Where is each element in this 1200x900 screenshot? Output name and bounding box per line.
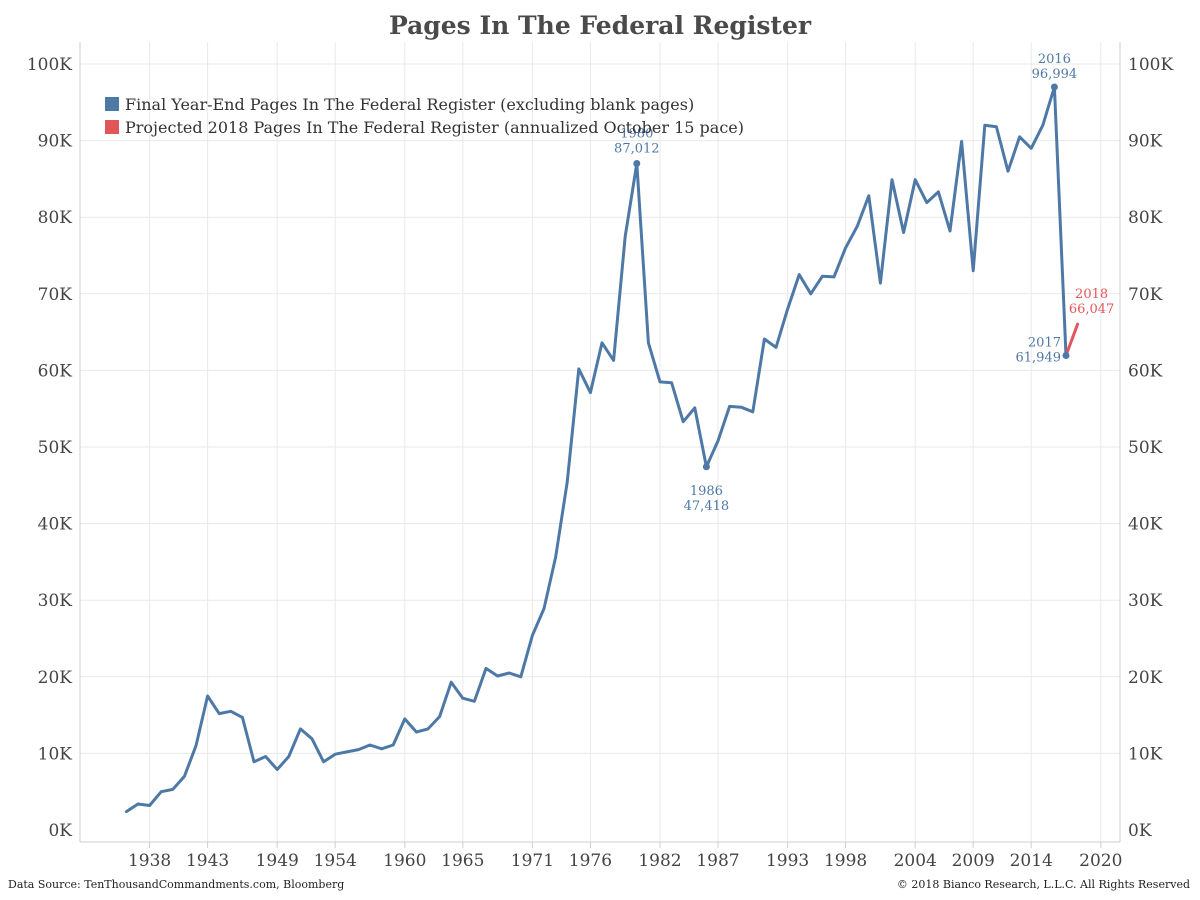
y-tick-label-right: 40K [1128, 515, 1163, 535]
x-tick-label: 1998 [824, 851, 867, 871]
data-label-year: 2018 [1075, 287, 1108, 302]
y-tick-label-right: 0K [1128, 821, 1152, 841]
y-tick-label-left: 50K [38, 438, 73, 458]
x-tick-label: 1987 [696, 851, 739, 871]
x-tick-label: 1954 [314, 851, 357, 871]
y-tick-label-left: 70K [38, 285, 73, 305]
data-label-value: 96,994 [1032, 67, 1078, 82]
legend-label-final: Final Year-End Pages In The Federal Regi… [125, 95, 694, 114]
legend-label-projected: Projected 2018 Pages In The Federal Regi… [125, 118, 744, 137]
x-tick-label: 2014 [1010, 851, 1053, 871]
legend: Final Year-End Pages In The Federal Regi… [105, 95, 744, 137]
x-tick-label: 1971 [511, 851, 554, 871]
x-tick-label: 1938 [128, 851, 171, 871]
data-label-year: 2016 [1038, 52, 1071, 67]
y-tick-label-right: 90K [1128, 132, 1163, 152]
chart-title: Pages In The Federal Register [389, 11, 812, 40]
y-tick-label-right: 30K [1128, 591, 1163, 611]
x-tick-label: 1949 [256, 851, 299, 871]
y-tick-label-right: 20K [1128, 668, 1163, 688]
y-tick-label-right: 50K [1128, 438, 1163, 458]
x-tick-label: 1982 [638, 851, 681, 871]
x-tick-label: 1960 [383, 851, 426, 871]
gridlines [80, 42, 1120, 842]
point-markers [633, 83, 1070, 471]
x-tick-label: 2009 [952, 851, 995, 871]
x-tick-label: 1943 [186, 851, 229, 871]
footer-source: Data Source: TenThousandCommandments.com… [8, 878, 344, 891]
y-tick-label-right: 60K [1128, 361, 1163, 381]
data-label-value: 61,949 [1016, 350, 1062, 365]
x-tick-label: 2004 [894, 851, 937, 871]
y-axis-right: 0K 10K 20K 30K 40K 50K 60K 70K 80K 90K 100K [1128, 55, 1173, 841]
y-axis-left: 0K 10K 20K 30K 40K 50K 60K 70K 80K 90K 100K [27, 55, 72, 841]
footer-copyright: © 2018 Bianco Research, L.L.C. All Right… [897, 878, 1190, 891]
y-tick-label-left: 80K [38, 208, 73, 228]
x-tick-label: 2020 [1079, 851, 1122, 871]
y-tick-label-left: 60K [38, 361, 73, 381]
y-tick-label-left: 0K [48, 821, 72, 841]
series-line-projected [1064, 322, 1080, 357]
x-tick-label: 1976 [569, 851, 612, 871]
series-line-final-pages [124, 85, 1068, 814]
data-label-value: 66,047 [1069, 302, 1115, 317]
legend-swatch-red [105, 120, 119, 134]
y-tick-label-right: 80K [1128, 208, 1163, 228]
annotation-marker [1050, 83, 1058, 91]
y-tick-label-left: 100K [27, 55, 72, 75]
y-tick-label-left: 20K [38, 668, 73, 688]
annotation-marker [633, 159, 641, 167]
legend-swatch-blue [105, 97, 119, 111]
y-tick-label-left: 30K [38, 591, 73, 611]
y-tick-label-left: 10K [38, 744, 73, 764]
x-tick-label: 1965 [441, 851, 484, 871]
y-tick-label-right: 10K [1128, 744, 1163, 764]
x-tick-label: 1993 [766, 851, 809, 871]
data-label-year: 2017 [1028, 335, 1061, 350]
annotation-marker [702, 463, 710, 471]
y-tick-label-right: 70K [1128, 285, 1163, 305]
series-lines [124, 85, 1080, 814]
annotation-marker [1062, 351, 1070, 359]
data-label-year: 1986 [690, 484, 723, 499]
data-label-value: 87,012 [614, 141, 660, 156]
data-label-value: 47,418 [684, 499, 730, 514]
x-axis: 1938 1943 1949 1954 1960 1965 1971 1976 1982 1987… [128, 842, 1122, 871]
y-tick-label-left: 40K [38, 515, 73, 535]
y-tick-label-right: 100K [1128, 55, 1173, 75]
y-tick-label-left: 90K [38, 132, 73, 152]
data-label-year: 1980 [620, 126, 653, 141]
